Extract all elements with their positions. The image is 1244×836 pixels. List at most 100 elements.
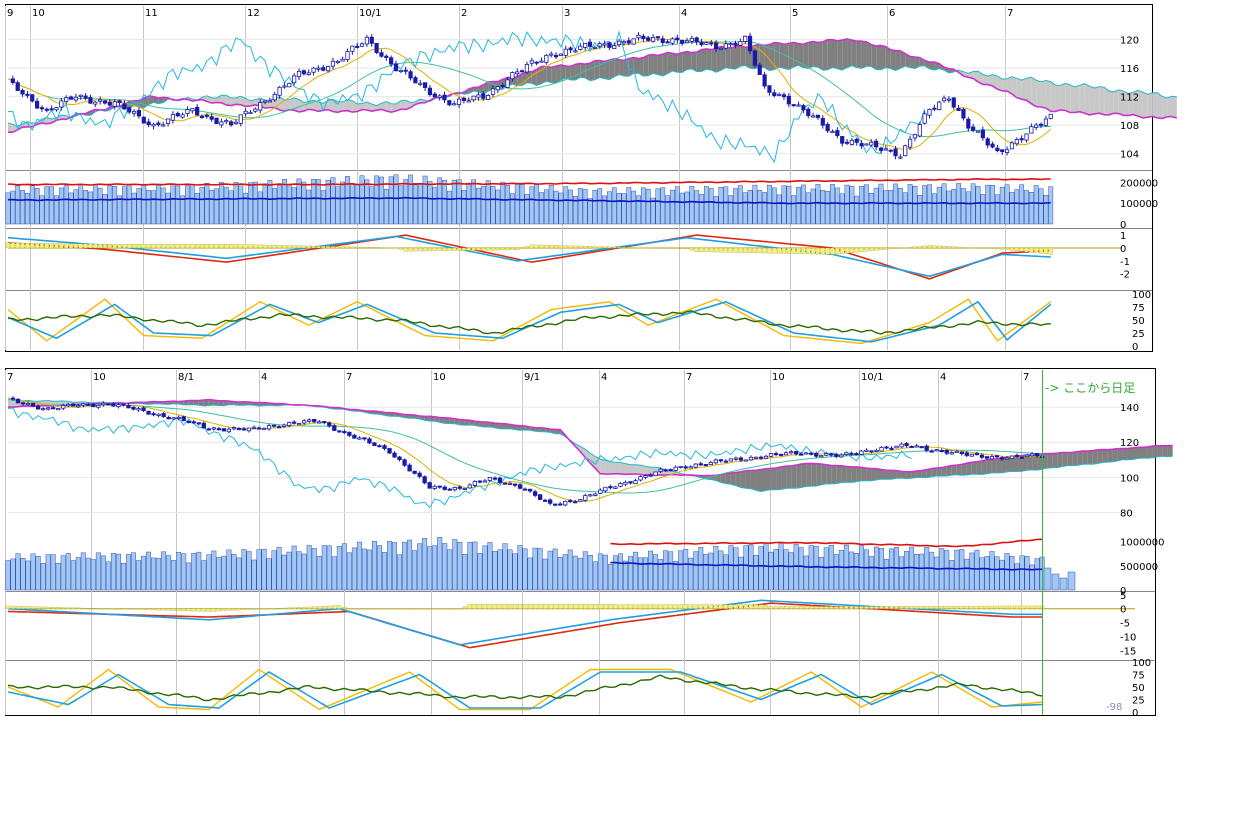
u-kumo-segment [1167, 96, 1172, 117]
u-histogram-bar [612, 246, 617, 249]
l-histogram-bar [372, 608, 377, 610]
l-candle [407, 464, 412, 472]
l-kumo-segment [1082, 451, 1088, 465]
u-histogram-bar [975, 247, 981, 249]
upper-tick-labels: 9 10 11 12 10/1 2 3 4 5 6 712011611210810420000010… [7, 8, 1158, 353]
u-histogram-bar [447, 247, 452, 251]
l-kumo-segment [213, 400, 219, 406]
u-kumo-segment [211, 97, 217, 104]
u-volume-bar [1043, 195, 1049, 225]
l-candle [312, 419, 317, 423]
u-histogram-bar [791, 247, 796, 254]
u-histogram-bar [806, 247, 811, 255]
u-histogram-bar [364, 247, 369, 249]
u-candle [180, 114, 185, 118]
l-histogram-bar [241, 608, 247, 611]
l-candle [542, 499, 548, 502]
u-histogram-bar [122, 243, 127, 249]
u-candle [238, 114, 243, 124]
u-volume-bar [607, 191, 612, 225]
u-histogram-bar [932, 245, 937, 249]
u-span-a-line [7, 64, 1177, 127]
u-candle [815, 114, 821, 118]
u-candle [442, 94, 447, 101]
l-histogram-bar [839, 606, 844, 609]
u-histogram-bar [1034, 247, 1039, 254]
u-histogram-bar [277, 245, 282, 249]
u-histogram-bar [136, 243, 142, 249]
u-candle [835, 130, 840, 136]
u-kumo-segment [381, 101, 387, 112]
u-candle [146, 121, 151, 126]
u-candle [389, 57, 394, 65]
l-histogram-bar [829, 606, 834, 609]
u-x-label: 9 [7, 8, 13, 19]
u-histogram-bar [44, 243, 49, 249]
l-volume-bar [35, 555, 41, 591]
u-kumo-segment [730, 46, 736, 70]
l-volume-bar [95, 552, 101, 591]
u-volume-bar [20, 190, 25, 225]
l-volume-bar [487, 542, 493, 591]
u-candle [806, 108, 811, 116]
l-volume-bar [361, 548, 367, 591]
u-candle [529, 60, 534, 64]
u-histogram-bar [156, 243, 161, 249]
u-volume-bar [54, 195, 59, 225]
l-volume-bar [90, 559, 96, 591]
l-candle [517, 484, 523, 489]
l-histogram-bar [81, 607, 86, 609]
u-candle [83, 95, 88, 99]
l-candle [111, 403, 116, 407]
l-volume-bar [407, 539, 413, 591]
l-kumo-segment [1006, 456, 1012, 472]
l-volume-bar [552, 548, 558, 591]
l-candle [778, 453, 784, 456]
l-candle [56, 408, 61, 411]
l-histogram-bar [231, 608, 237, 611]
l-volume-bar [512, 553, 518, 591]
u-volume-bar [1004, 184, 1010, 225]
u-candle [355, 45, 360, 48]
u-candle [248, 111, 253, 114]
l-histogram-bar [307, 606, 312, 609]
l-histogram-bar [733, 604, 739, 609]
l-histogram-bar [357, 608, 362, 610]
l-candle [758, 456, 764, 459]
l-histogram-bar [874, 606, 879, 609]
l-volume-bar [633, 551, 638, 591]
l-volume-bar [758, 546, 764, 591]
l-candle [1029, 453, 1035, 457]
u-histogram-bar [437, 247, 442, 251]
l-kumo-segment [786, 465, 792, 489]
l-histogram-bar [899, 606, 904, 609]
l-candle [422, 476, 427, 484]
u-candle [670, 38, 675, 44]
l-candle [1014, 454, 1020, 457]
u-volume-bar [228, 190, 234, 225]
u-histogram-bar [423, 247, 428, 252]
l-candle [753, 456, 759, 459]
l-histogram-bar [507, 604, 513, 609]
u-candle [262, 100, 268, 103]
l-volume-bar [402, 541, 408, 591]
u-histogram-bar [330, 246, 336, 249]
u-kumo-segment [1099, 86, 1105, 115]
l-volume-bar [567, 549, 573, 591]
l-candle [241, 428, 247, 431]
u-candle [985, 138, 990, 146]
l-candle [141, 407, 146, 411]
u-volume-bar [316, 179, 321, 225]
l-candle [613, 486, 618, 489]
l-x-label: 10 [93, 372, 106, 383]
u-histogram-bar [607, 246, 612, 249]
u-candle [326, 66, 331, 72]
u-kumo-segment [691, 52, 697, 72]
l-kumo-segment [590, 453, 596, 469]
u-kumo-segment [575, 63, 581, 81]
l-kumo-segment [454, 418, 460, 425]
u-volume-bar [902, 192, 908, 225]
l-volume-bar [1034, 558, 1040, 591]
l-candle [136, 408, 141, 411]
l-kumo-segment [801, 463, 807, 488]
